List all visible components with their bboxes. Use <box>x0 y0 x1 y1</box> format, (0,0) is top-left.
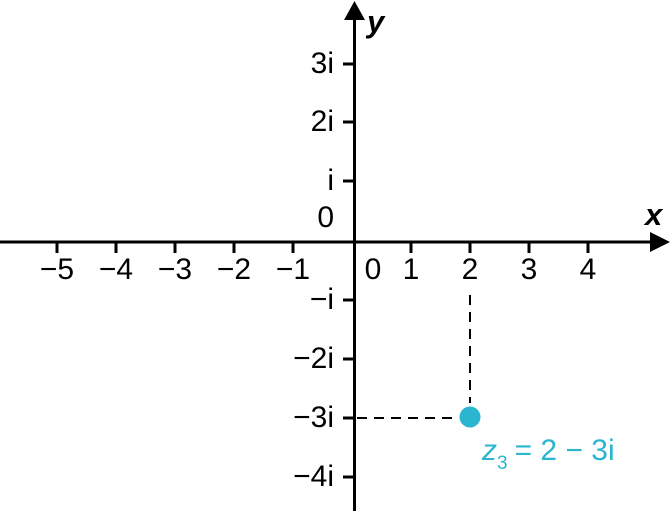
x-tick-label-neg-1: −1 <box>275 253 311 286</box>
y-tick-label-2i: 2i <box>310 105 334 138</box>
y-axis-title: y <box>367 4 385 39</box>
x-tick-label-neg-3: −3 <box>157 253 193 286</box>
y-axis-arrowhead-icon <box>344 1 365 20</box>
point-z3-label: z3 = 2 − 3i <box>482 434 615 474</box>
y-tick-label-i: i <box>327 164 334 197</box>
y-tick-label-3i: 3i <box>310 47 334 80</box>
point-label-subscript: 3 <box>497 453 508 474</box>
x-axis-arrowhead-icon <box>650 232 670 252</box>
point-label-variable: z <box>482 434 497 467</box>
x-tick-label-neg-5: −5 <box>39 253 75 286</box>
y-tick-label-neg-3i: −3i <box>293 401 334 434</box>
x-tick-label-1: 1 <box>402 253 420 286</box>
y-tick-label-0: 0 <box>317 201 334 234</box>
x-tick-label-4: 4 <box>579 253 597 286</box>
x-tick-label-0: 0 <box>364 253 382 286</box>
x-axis-title: x <box>645 197 663 232</box>
x-tick-label-3: 3 <box>520 253 538 286</box>
y-tick-label-neg-i: −i <box>309 283 334 316</box>
y-tick-label-neg-2i: −2i <box>293 342 334 375</box>
x-tick-label-neg-4: −4 <box>98 253 134 286</box>
y-tick-label-neg-4i: −4i <box>293 460 334 493</box>
x-tick-label-2: 2 <box>461 253 479 286</box>
point-label-equation: = 2 − 3i <box>514 434 615 467</box>
point-z3-dot <box>459 406 481 428</box>
x-tick-label-neg-2: −2 <box>216 253 252 286</box>
